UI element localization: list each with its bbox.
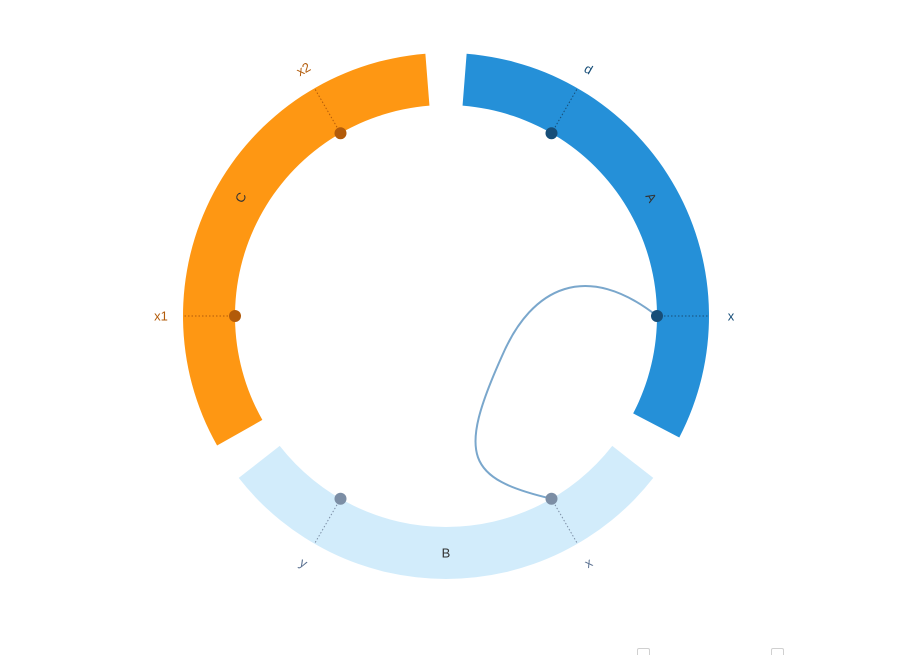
port-label-c-x2: x2 xyxy=(294,59,313,79)
segment-b xyxy=(238,445,654,579)
port-label-c-x1: x1 xyxy=(154,309,168,324)
port-dot-c-x1 xyxy=(229,310,241,322)
link-layer xyxy=(474,285,658,500)
port-dot-b-x xyxy=(545,492,558,505)
port-label-a-d: d xyxy=(582,61,596,78)
segment-label-b: B xyxy=(442,546,451,561)
port-label-b-x: x xyxy=(582,554,596,570)
port-tick-c-x2 xyxy=(314,87,341,134)
port-label-a-x: x xyxy=(728,309,735,324)
port-dot-c-x2 xyxy=(334,127,347,140)
port-dot-a-x xyxy=(651,310,663,322)
port-layer xyxy=(183,87,709,545)
segment-c xyxy=(182,53,430,446)
port-dot-a-d xyxy=(545,127,558,140)
port-tick-b-y xyxy=(314,498,341,545)
port-dot-b-y xyxy=(334,492,347,505)
port-tick-a-d xyxy=(551,87,578,134)
port-tick-b-x xyxy=(551,498,578,545)
segment-layer xyxy=(182,53,710,579)
port-label-b-y: y xyxy=(297,555,311,571)
link-0 xyxy=(474,285,658,500)
segment-a xyxy=(462,53,710,438)
